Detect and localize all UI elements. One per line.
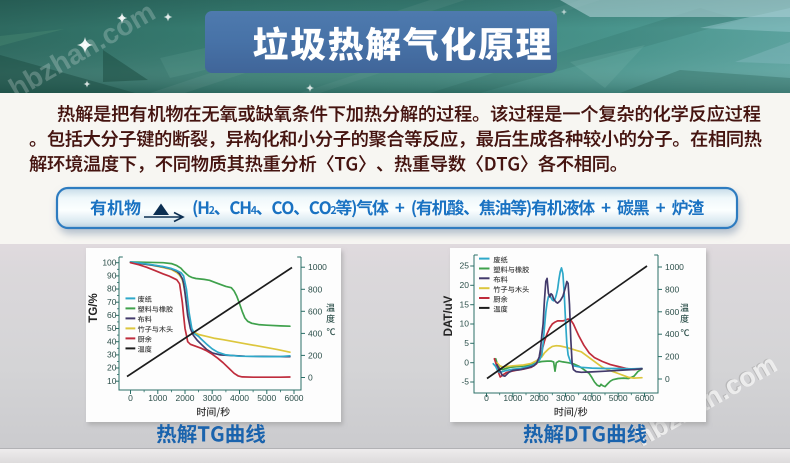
svg-text:10: 10 xyxy=(460,319,470,329)
svg-text:1000: 1000 xyxy=(665,262,684,272)
svg-text:DAT/uV: DAT/uV xyxy=(443,295,455,336)
svg-text:100: 100 xyxy=(102,257,116,267)
svg-text:30: 30 xyxy=(107,349,117,359)
svg-text:0: 0 xyxy=(665,374,670,384)
svg-text:800: 800 xyxy=(665,284,679,294)
svg-text:15: 15 xyxy=(460,299,470,309)
svg-text:25: 25 xyxy=(460,261,470,271)
svg-text:1000: 1000 xyxy=(148,393,167,403)
svg-text:3000: 3000 xyxy=(556,393,575,403)
svg-text:800: 800 xyxy=(308,284,322,294)
svg-text:6000: 6000 xyxy=(285,393,304,403)
svg-text:4000: 4000 xyxy=(582,393,601,403)
svg-text:3000: 3000 xyxy=(203,393,222,403)
svg-text:1000: 1000 xyxy=(503,393,522,403)
svg-text:600: 600 xyxy=(665,307,679,317)
svg-text:0: 0 xyxy=(464,357,469,367)
svg-text:5: 5 xyxy=(464,338,469,348)
svg-text:1000: 1000 xyxy=(308,262,327,272)
svg-text:10: 10 xyxy=(107,376,117,386)
svg-text:80: 80 xyxy=(107,284,117,294)
svg-text:600: 600 xyxy=(308,306,322,316)
svg-text:2000: 2000 xyxy=(176,393,195,403)
svg-text:0: 0 xyxy=(484,393,489,403)
svg-text:200: 200 xyxy=(665,352,679,362)
svg-text:TG/%: TG/% xyxy=(88,293,100,322)
svg-text:6000: 6000 xyxy=(635,393,654,403)
svg-text:5000: 5000 xyxy=(609,393,628,403)
svg-text:50: 50 xyxy=(107,323,117,333)
svg-text:200: 200 xyxy=(308,350,322,360)
svg-text:60: 60 xyxy=(107,310,117,320)
svg-text:40: 40 xyxy=(107,336,117,346)
svg-text:4000: 4000 xyxy=(230,393,249,403)
svg-text:90: 90 xyxy=(107,270,117,280)
svg-text:20: 20 xyxy=(107,363,117,373)
svg-text:400: 400 xyxy=(665,329,679,339)
svg-text:5000: 5000 xyxy=(257,393,276,403)
svg-text:-5: -5 xyxy=(461,377,469,387)
svg-text:20: 20 xyxy=(460,280,470,290)
svg-text:0: 0 xyxy=(308,373,313,383)
svg-text:400: 400 xyxy=(308,328,322,338)
svg-text:0: 0 xyxy=(128,393,133,403)
svg-text:70: 70 xyxy=(107,297,117,307)
svg-text:2000: 2000 xyxy=(530,393,549,403)
